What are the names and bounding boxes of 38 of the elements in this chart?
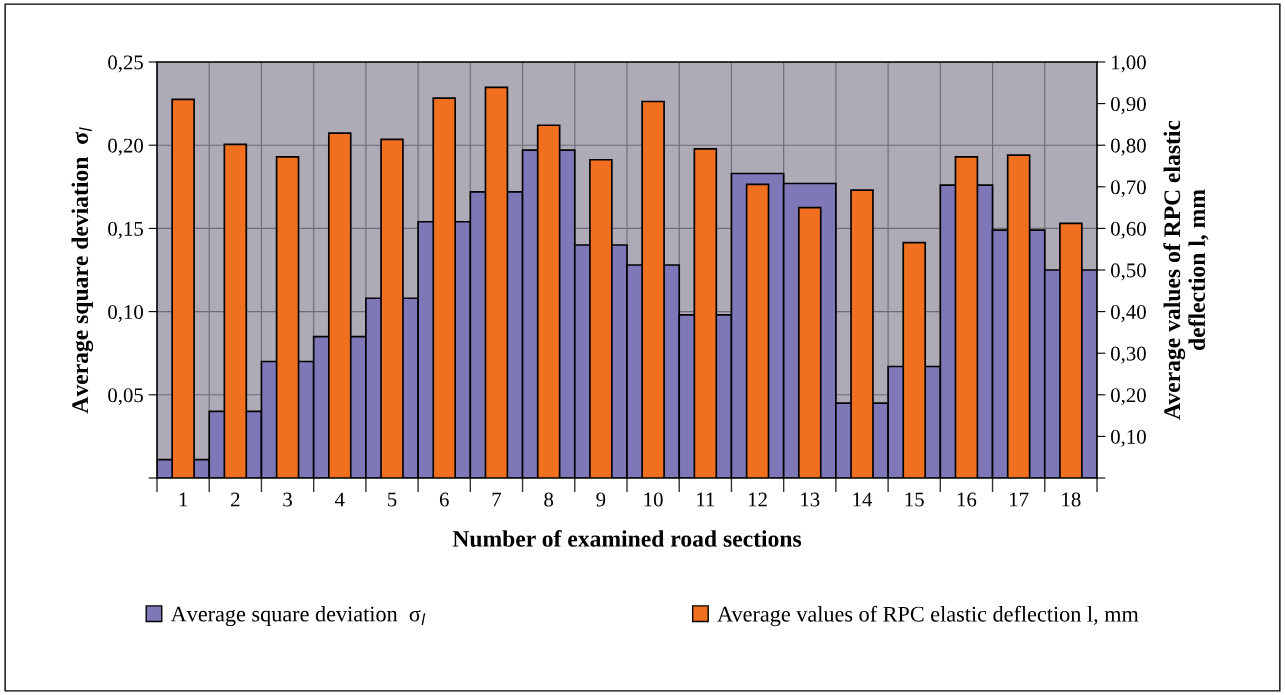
y2-tick-label: 0,30 xyxy=(1110,346,1146,364)
legend-label: Average values of RPC elastic deflection l, mm xyxy=(717,605,1139,627)
x-tick-label: 10 xyxy=(644,492,663,507)
x-tick-label: 9 xyxy=(596,492,606,507)
y2-tick-label: 0,90 xyxy=(1110,96,1146,115)
x-tick-label: 4 xyxy=(334,492,345,507)
y2-tick-label: 0,80 xyxy=(1110,138,1146,156)
x-tick-label: 1 xyxy=(179,492,188,507)
y-axis-title: Average square deviation σ$_{l}$ xyxy=(71,127,94,414)
y2-tick-label: 0,50 xyxy=(1110,263,1146,281)
x-tick-label: 16 xyxy=(957,492,977,507)
y2-axis-title: Average values of RPC elastic deflection l, mm xyxy=(1163,120,1209,420)
y2-tick-label: 0,10 xyxy=(1110,429,1146,447)
x-tick-label: 6 xyxy=(439,492,449,507)
x-tick-label: 3 xyxy=(283,492,292,507)
y2-tick-label: 0,40 xyxy=(1110,304,1146,323)
y2-tick-label: 0,60 xyxy=(1110,221,1146,239)
y-tick-label: 0,20 xyxy=(108,138,144,156)
y-tick-label: 0,15 xyxy=(108,221,143,239)
x-tick-label: 7 xyxy=(492,492,502,507)
y2-tick-label: 0,20 xyxy=(1110,388,1146,406)
x-tick-label: 2 xyxy=(231,492,240,507)
y2-tick-label: 1,00 xyxy=(1112,55,1146,73)
x-axis-title: Number of examined road sections xyxy=(452,529,802,547)
y-tick-label: 0,10 xyxy=(108,304,144,323)
x-tick-label: 17 xyxy=(1010,492,1029,507)
x-tick-label: 8 xyxy=(544,492,554,507)
y-tick-label: 0,05 xyxy=(108,388,143,406)
x-tick-label: 14 xyxy=(853,492,873,507)
x-tick-label: 12 xyxy=(748,492,767,507)
legend-label: Average square deviation σ$_{l}$ xyxy=(170,605,426,627)
x-tick-label: 15 xyxy=(905,492,924,507)
x-tick-label: 13 xyxy=(801,492,820,507)
x-tick-label: 5 xyxy=(388,492,397,507)
y2-tick-label: 0,70 xyxy=(1110,180,1146,198)
x-tick-label: 18 xyxy=(1062,492,1081,507)
x-tick-label: 11 xyxy=(697,492,715,507)
y-tick-label: 0,25 xyxy=(108,55,143,73)
